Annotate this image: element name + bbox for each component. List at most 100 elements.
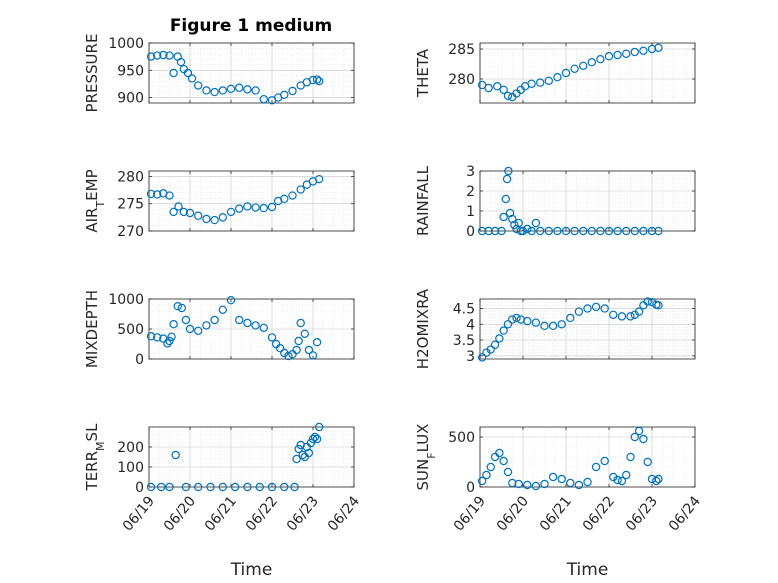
data-point bbox=[169, 207, 178, 217]
data-point bbox=[536, 226, 545, 236]
data-point bbox=[501, 194, 510, 204]
data-point bbox=[503, 91, 513, 101]
subplot-mixdepth: 0 500 1000 MIXDEPTH bbox=[83, 290, 355, 368]
y-tick-label: 280 bbox=[117, 169, 144, 185]
data-point bbox=[508, 315, 517, 324]
data-point bbox=[218, 86, 227, 95]
data-point bbox=[177, 303, 186, 313]
data-point bbox=[493, 81, 502, 91]
data-point bbox=[566, 478, 575, 488]
data-point bbox=[652, 476, 661, 486]
data-point bbox=[639, 434, 648, 444]
data-point bbox=[490, 340, 500, 349]
data-point bbox=[499, 212, 508, 222]
data-point bbox=[181, 315, 191, 325]
data-point bbox=[226, 207, 236, 217]
data-point bbox=[296, 318, 305, 328]
grid bbox=[479, 42, 696, 104]
data-point bbox=[527, 226, 536, 236]
data-point bbox=[626, 452, 635, 462]
data-point bbox=[202, 214, 211, 224]
data-point bbox=[548, 472, 558, 482]
y-tick-label: 950 bbox=[117, 63, 144, 79]
data-point bbox=[294, 444, 303, 454]
data-point bbox=[193, 482, 203, 492]
data-point bbox=[639, 46, 648, 56]
data-point bbox=[218, 213, 227, 222]
data-point bbox=[630, 226, 640, 236]
data-point bbox=[230, 482, 240, 492]
data-point bbox=[193, 326, 203, 335]
data-point bbox=[570, 64, 579, 74]
y-tick-label: 0 bbox=[135, 480, 144, 496]
data-point bbox=[617, 476, 627, 486]
subplot-theta: 280 285 THETA bbox=[414, 42, 696, 104]
data-point bbox=[280, 194, 289, 204]
y-tick-label: 500 bbox=[448, 430, 475, 446]
data-point bbox=[622, 470, 631, 480]
data-point bbox=[146, 189, 156, 199]
data-point bbox=[477, 226, 487, 236]
data-point bbox=[540, 321, 549, 331]
data-point bbox=[512, 313, 521, 323]
data-point bbox=[613, 475, 622, 485]
y-axis-label: H2OMIXRA bbox=[414, 288, 432, 369]
data-point bbox=[202, 86, 211, 95]
data-point bbox=[600, 456, 609, 466]
y-tick-label: 0 bbox=[135, 352, 144, 368]
data-point bbox=[527, 79, 536, 89]
data-point bbox=[544, 76, 554, 86]
y-axis-label: THETA bbox=[414, 48, 432, 98]
series-markers bbox=[477, 43, 663, 102]
data-point bbox=[591, 462, 601, 472]
data-point bbox=[634, 426, 644, 436]
data-point bbox=[482, 470, 491, 480]
data-point bbox=[596, 226, 605, 236]
axes-frame bbox=[148, 42, 355, 104]
y-tick-label: 900 bbox=[117, 91, 144, 107]
series-markers bbox=[146, 50, 324, 105]
data-point bbox=[557, 320, 566, 329]
data-point bbox=[280, 90, 289, 100]
data-point bbox=[518, 226, 528, 236]
data-point bbox=[548, 321, 558, 331]
data-point bbox=[169, 68, 178, 78]
data-point bbox=[185, 324, 195, 334]
data-point bbox=[499, 456, 508, 466]
data-point bbox=[613, 226, 622, 236]
data-point bbox=[181, 482, 191, 492]
data-point bbox=[495, 334, 504, 343]
data-point bbox=[152, 190, 162, 199]
data-point bbox=[591, 302, 601, 312]
y-tick-label: 2 bbox=[466, 184, 475, 200]
data-point bbox=[165, 51, 174, 60]
data-point bbox=[544, 226, 554, 236]
series-markers bbox=[477, 166, 663, 236]
data-point bbox=[193, 211, 203, 220]
y-axis-label: SUNFLUX bbox=[414, 424, 438, 491]
data-point bbox=[146, 482, 156, 492]
subplot-sunflux: 06/19 06/20 06/21 06/22 06/23 06/24 0 500 SUNFLU… bbox=[414, 424, 704, 580]
grid bbox=[148, 426, 355, 488]
data-point bbox=[292, 454, 301, 464]
data-point bbox=[169, 320, 178, 329]
data-point bbox=[574, 307, 584, 316]
series-markers bbox=[146, 174, 324, 225]
subplot-airtemp: 270 275 280 AIRTEMP bbox=[83, 169, 355, 240]
data-point bbox=[553, 226, 562, 236]
data-point bbox=[267, 333, 277, 342]
grid bbox=[148, 170, 355, 232]
data-point bbox=[557, 474, 566, 484]
grid bbox=[148, 298, 355, 360]
figure-title: Figure 1 medium bbox=[170, 16, 332, 36]
data-point bbox=[146, 52, 156, 61]
y-tick-label: 280 bbox=[448, 72, 475, 88]
data-point bbox=[536, 78, 545, 87]
data-point bbox=[243, 85, 252, 94]
data-point bbox=[280, 482, 289, 492]
series-markers bbox=[477, 426, 663, 491]
axes-frame bbox=[479, 426, 696, 488]
data-point bbox=[497, 226, 506, 236]
data-point bbox=[267, 202, 277, 212]
data-point bbox=[630, 432, 640, 442]
